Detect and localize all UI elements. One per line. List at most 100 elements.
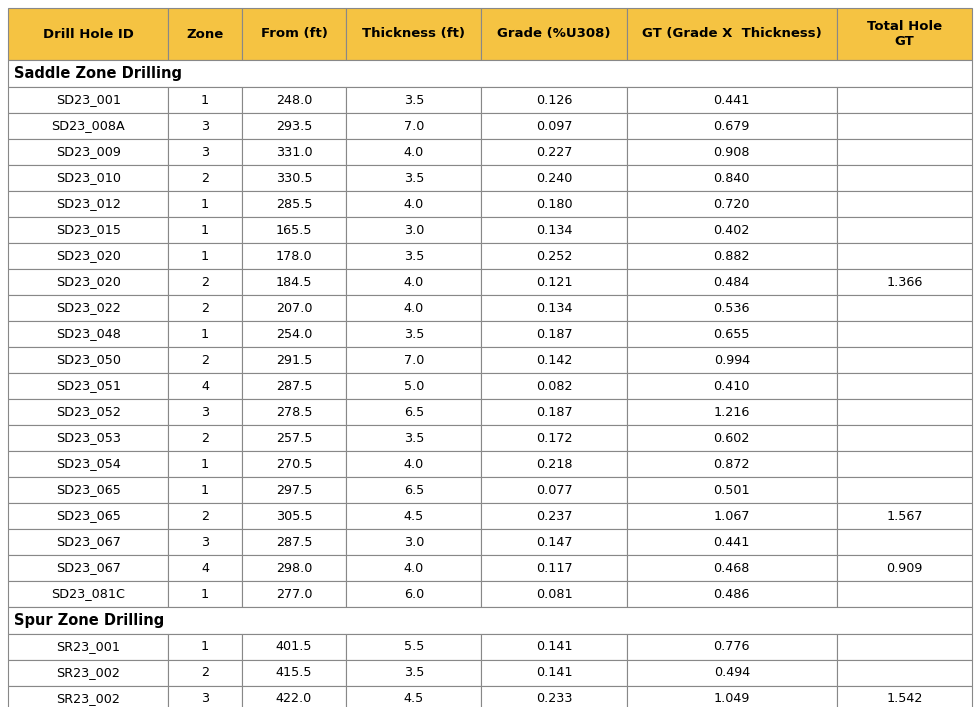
Text: 4: 4 <box>201 561 209 575</box>
Text: SD23_081C: SD23_081C <box>51 588 125 600</box>
Bar <box>837 686 972 707</box>
Bar <box>346 243 481 269</box>
Text: 0.720: 0.720 <box>713 197 750 211</box>
Bar <box>481 529 626 555</box>
Bar <box>8 269 169 295</box>
Text: 1.542: 1.542 <box>886 692 922 706</box>
Bar <box>169 660 242 686</box>
Text: 3: 3 <box>201 692 209 706</box>
Text: SD23_009: SD23_009 <box>56 146 121 158</box>
Bar <box>837 660 972 686</box>
Text: 1: 1 <box>201 641 209 653</box>
Text: 2: 2 <box>201 354 209 366</box>
Text: 2: 2 <box>201 667 209 679</box>
Text: 0.486: 0.486 <box>713 588 750 600</box>
Bar <box>626 477 837 503</box>
Bar <box>8 503 169 529</box>
Text: 3: 3 <box>201 146 209 158</box>
Text: 331.0: 331.0 <box>275 146 313 158</box>
Text: 305.5: 305.5 <box>275 510 313 522</box>
Text: 297.5: 297.5 <box>275 484 313 496</box>
Bar <box>169 686 242 707</box>
Bar <box>837 581 972 607</box>
Text: SD23_065: SD23_065 <box>56 484 121 496</box>
Bar <box>346 399 481 425</box>
Text: SD23_067: SD23_067 <box>56 561 121 575</box>
Bar <box>837 269 972 295</box>
Text: 4.0: 4.0 <box>404 197 424 211</box>
Bar <box>626 87 837 113</box>
Text: 3.5: 3.5 <box>404 327 424 341</box>
Text: 6.0: 6.0 <box>404 588 424 600</box>
Text: 6.5: 6.5 <box>404 484 424 496</box>
Text: 0.679: 0.679 <box>713 119 750 132</box>
Text: SD23_012: SD23_012 <box>56 197 121 211</box>
Text: 2: 2 <box>201 431 209 445</box>
Bar <box>346 529 481 555</box>
Text: 6.5: 6.5 <box>404 406 424 419</box>
Text: 0.097: 0.097 <box>536 119 572 132</box>
Text: SD23_065: SD23_065 <box>56 510 121 522</box>
Text: 3.5: 3.5 <box>404 667 424 679</box>
Bar <box>626 425 837 451</box>
Bar <box>837 87 972 113</box>
Bar <box>481 373 626 399</box>
Bar <box>8 555 169 581</box>
Bar <box>346 347 481 373</box>
Bar <box>626 165 837 191</box>
Bar <box>346 295 481 321</box>
Bar <box>626 321 837 347</box>
Bar <box>481 399 626 425</box>
Text: 7.0: 7.0 <box>404 354 424 366</box>
Bar <box>481 165 626 191</box>
Text: 4.0: 4.0 <box>404 146 424 158</box>
Bar <box>837 634 972 660</box>
Bar <box>626 451 837 477</box>
Text: 207.0: 207.0 <box>275 301 313 315</box>
Bar <box>481 660 626 686</box>
Text: 0.602: 0.602 <box>713 431 750 445</box>
Text: SD23_001: SD23_001 <box>56 93 121 107</box>
Bar <box>837 347 972 373</box>
Text: 0.441: 0.441 <box>713 93 750 107</box>
Bar <box>8 243 169 269</box>
Bar <box>242 477 346 503</box>
Bar <box>626 191 837 217</box>
Bar <box>837 295 972 321</box>
Text: 2: 2 <box>201 301 209 315</box>
Text: 0.240: 0.240 <box>536 172 572 185</box>
Bar <box>626 399 837 425</box>
Bar <box>8 87 169 113</box>
Bar <box>8 686 169 707</box>
Bar <box>169 451 242 477</box>
Bar <box>837 477 972 503</box>
Text: 4.0: 4.0 <box>404 276 424 288</box>
Bar <box>169 295 242 321</box>
Text: 0.187: 0.187 <box>536 406 572 419</box>
Bar <box>837 503 972 529</box>
Text: SD23_050: SD23_050 <box>56 354 121 366</box>
Bar <box>481 634 626 660</box>
Bar <box>169 634 242 660</box>
Bar <box>8 581 169 607</box>
Bar <box>346 451 481 477</box>
Text: Thickness (ft): Thickness (ft) <box>363 28 466 40</box>
Text: 257.5: 257.5 <box>275 431 313 445</box>
Bar <box>837 451 972 477</box>
Text: 0.410: 0.410 <box>713 380 750 392</box>
Text: 0.141: 0.141 <box>536 641 572 653</box>
Bar <box>346 191 481 217</box>
Text: 0.994: 0.994 <box>713 354 750 366</box>
Text: 248.0: 248.0 <box>275 93 313 107</box>
Bar <box>8 477 169 503</box>
Text: 0.218: 0.218 <box>536 457 572 470</box>
Bar <box>8 295 169 321</box>
Bar <box>169 425 242 451</box>
Bar <box>8 8 169 60</box>
Text: 0.872: 0.872 <box>713 457 750 470</box>
Text: 4.0: 4.0 <box>404 457 424 470</box>
Bar <box>626 243 837 269</box>
Bar <box>169 165 242 191</box>
Bar <box>169 243 242 269</box>
Text: SD23_053: SD23_053 <box>56 431 121 445</box>
